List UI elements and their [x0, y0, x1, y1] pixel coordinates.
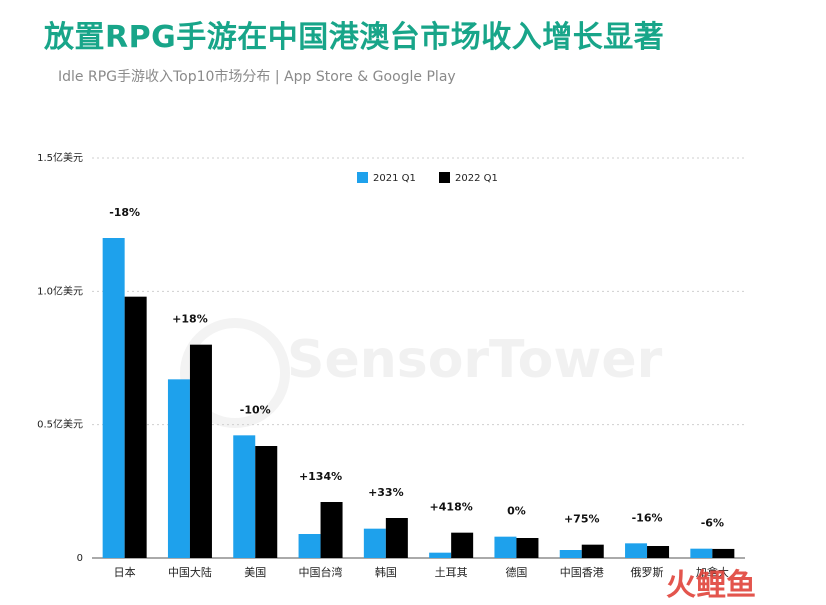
x-tick-label: 美国 [244, 566, 266, 579]
bar-2022 [516, 538, 539, 558]
bar-2021 [233, 435, 256, 558]
legend-label: 2022 Q1 [455, 173, 498, 184]
bar-2022 [320, 502, 343, 558]
sensortower-logo-icon [180, 318, 290, 428]
bar-2022 [385, 518, 408, 558]
y-tick-label: 0 [77, 553, 83, 564]
x-tick-label: 中国香港 [560, 566, 604, 579]
growth-label: +75% [564, 513, 600, 526]
growth-label: -10% [240, 403, 271, 416]
bar-2021 [494, 536, 517, 558]
growth-label: -6% [701, 517, 724, 530]
y-tick-label: 1.0亿美元 [37, 284, 83, 297]
x-tick-label: 韩国 [375, 565, 397, 579]
growth-label: 0% [507, 505, 526, 518]
growth-label: -18% [109, 206, 140, 219]
chart-subtitle: Idle RPG手游收入Top10市场分布 | App Store & Goog… [58, 69, 456, 85]
x-tick-label: 俄罗斯 [631, 566, 664, 579]
growth-label: +33% [368, 486, 404, 499]
x-tick-label: 德国 [505, 565, 527, 579]
growth-label: +134% [299, 470, 342, 483]
watermark: SensorTower [287, 330, 663, 390]
y-tick-label: 0.5亿美元 [37, 418, 83, 431]
bar-2022 [189, 344, 212, 558]
x-tick-label: 加拿大 [696, 565, 729, 579]
bar-2021 [167, 379, 190, 558]
chart-title: 放置RPG手游在中国港澳台市场收入增长显著 [44, 20, 665, 55]
bar-2021 [559, 550, 582, 558]
bar-2021 [363, 528, 386, 558]
legend-swatch [439, 172, 450, 183]
x-tick-label: 土耳其 [435, 566, 468, 579]
bar-2021 [429, 552, 452, 558]
bar-2022 [647, 546, 670, 558]
bar-2021 [690, 548, 713, 558]
growth-label: +418% [430, 501, 473, 514]
corner-logo: 火鲤鱼 [666, 568, 756, 603]
x-tick-label: 中国台湾 [299, 565, 343, 579]
bar-2022 [712, 548, 735, 558]
bar-2022 [124, 296, 147, 558]
x-tick-label: 日本 [114, 565, 136, 579]
bar-2021 [625, 543, 648, 558]
growth-label: +18% [172, 313, 208, 326]
bar-2022 [255, 446, 278, 558]
bar-2022 [581, 544, 604, 558]
legend-label: 2021 Q1 [373, 173, 416, 184]
bar-2021 [102, 238, 125, 558]
bar-2022 [451, 532, 474, 558]
x-tick-label: 中国大陆 [168, 565, 212, 579]
bar-2021 [298, 534, 321, 558]
legend-swatch [357, 172, 368, 183]
y-tick-label: 1.5亿美元 [37, 151, 83, 164]
growth-label: -16% [632, 511, 663, 524]
